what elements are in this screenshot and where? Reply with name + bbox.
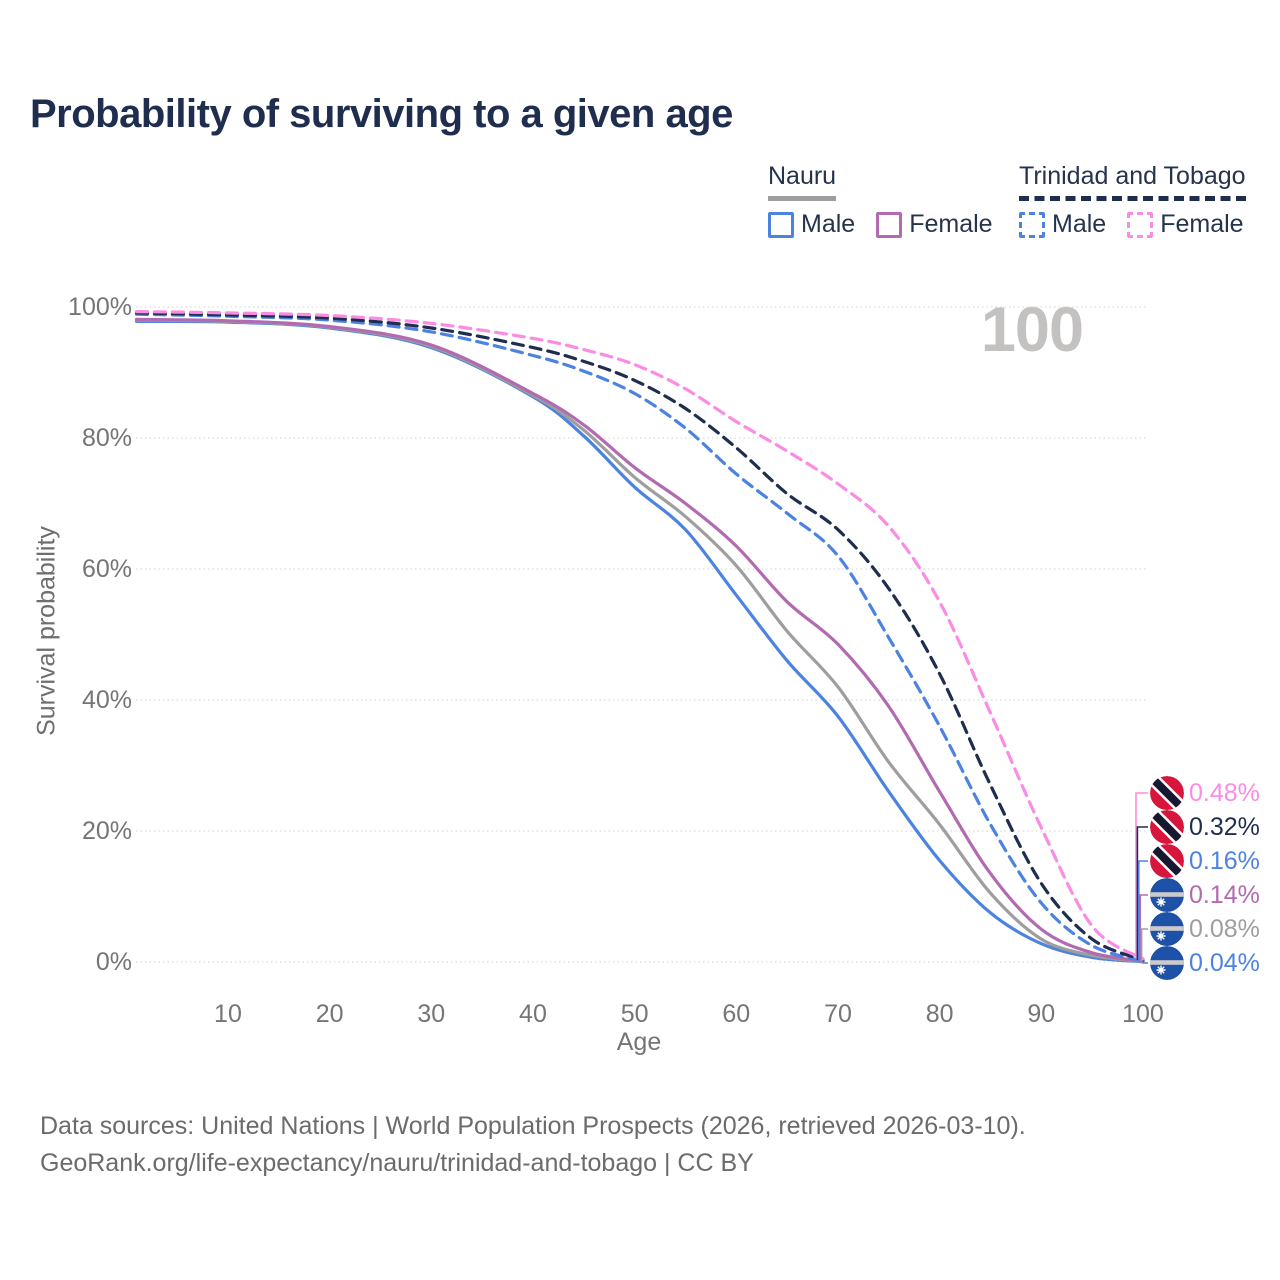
legend-item-label: Female	[1160, 210, 1244, 238]
legend-item-label: Female	[909, 210, 993, 238]
trinidad-and-tobago-flag-icon	[1150, 810, 1184, 844]
trinidad-and-tobago-flag-icon	[1150, 844, 1184, 878]
x-tick-label: 60	[722, 1000, 751, 1028]
chart-title: Probability of surviving to a given age	[30, 92, 733, 136]
curve-nauru-male	[134, 319, 1145, 964]
end-label-trinidad-and-tobago-all: 0.32%	[1150, 810, 1260, 844]
legend-item-male: Male	[1019, 210, 1106, 239]
legend-group-trinidad-and-tobago: Trinidad and Tobago Male Female	[1019, 162, 1265, 239]
legend-group-title: Nauru	[768, 162, 837, 201]
legend-item-female: Female	[876, 210, 993, 239]
end-label-value: 0.14%	[1189, 880, 1260, 909]
y-tick-label: 60%	[81, 555, 132, 583]
end-label-value: 0.32%	[1189, 812, 1260, 841]
end-label-connector-trinidad-and-tobago-male	[1138, 860, 1148, 961]
legend-item-label: Male	[1052, 210, 1107, 238]
x-tick-label: 100	[1122, 1000, 1164, 1028]
legend-group-nauru: Nauru Male Female	[768, 162, 1014, 239]
data-source-line: Data sources: United Nations | World Pop…	[40, 1112, 1026, 1140]
legend-item-female: Female	[1127, 210, 1244, 239]
x-tick-label: 40	[519, 1000, 547, 1028]
end-label-value: 0.04%	[1189, 948, 1260, 977]
end-label-nauru-female: 0.14%	[1150, 878, 1260, 912]
x-tick-label: 10	[214, 1000, 242, 1028]
legend-swatch	[768, 211, 794, 238]
legend-swatch	[1019, 211, 1045, 238]
x-tick-label: 90	[1027, 1000, 1056, 1028]
end-label-trinidad-and-tobago-male: 0.16%	[1150, 844, 1260, 878]
x-tick-label: 70	[824, 1000, 852, 1028]
legend-item-male: Male	[768, 210, 855, 239]
end-label-connector-trinidad-and-tobago-all	[1136, 826, 1148, 960]
footer: Data sources: United Nations | World Pop…	[40, 1108, 1026, 1182]
end-label-value: 0.48%	[1189, 778, 1260, 807]
end-label-trinidad-and-tobago-female: 0.48%	[1150, 776, 1260, 810]
end-label-nauru-all: 0.08%	[1150, 912, 1260, 946]
legend-group-title: Trinidad and Tobago	[1019, 162, 1246, 201]
end-label-nauru-male: 0.04%	[1150, 946, 1260, 980]
curve-trinidad-and-tobago-male	[134, 312, 1145, 963]
x-tick-label: 20	[315, 1000, 344, 1028]
x-tick-label: 50	[620, 1000, 649, 1028]
curve-nauru-all	[134, 318, 1145, 964]
y-tick-label: 80%	[81, 424, 132, 452]
legend-swatch	[1127, 211, 1154, 238]
end-label-connector-nauru-all	[1140, 928, 1148, 962]
end-label-connector-nauru-female	[1139, 894, 1148, 962]
curve-trinidad-and-tobago-female	[134, 310, 1145, 961]
y-tick-label: 40%	[81, 686, 132, 714]
end-label-connector-trinidad-and-tobago-female	[1135, 792, 1148, 959]
trinidad-and-tobago-flag-icon	[1150, 776, 1184, 810]
curve-trinidad-and-tobago-all	[134, 311, 1145, 962]
x-axis-title: Age	[616, 1028, 662, 1056]
legend-swatch	[876, 211, 903, 238]
x-tick-label: 30	[417, 1000, 446, 1028]
y-tick-label: 20%	[81, 817, 132, 845]
curve-nauru-female	[134, 317, 1145, 963]
x-tick-label: 80	[925, 1000, 954, 1028]
end-label-value: 0.16%	[1189, 846, 1260, 875]
y-tick-label: 0%	[95, 948, 132, 976]
nauru-flag-icon	[1150, 878, 1184, 912]
attribution-line: GeoRank.org/life-expectancy/nauru/trinid…	[40, 1149, 754, 1177]
end-label-connector-nauru-male	[1142, 961, 1148, 964]
end-label-value: 0.08%	[1189, 914, 1260, 943]
nauru-flag-icon	[1150, 946, 1184, 980]
nauru-flag-icon	[1150, 912, 1184, 946]
y-tick-label: 100%	[68, 293, 132, 321]
legend-item-label: Male	[801, 210, 856, 238]
